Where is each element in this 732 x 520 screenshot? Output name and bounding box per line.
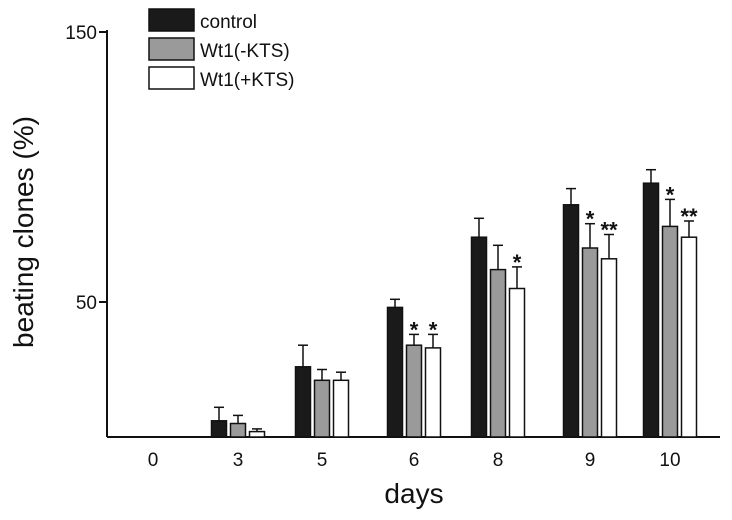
significance-marker: * xyxy=(429,317,438,342)
bar xyxy=(508,287,526,438)
legend-swatch xyxy=(148,8,195,32)
y-axis-label: beating clones (%) xyxy=(8,116,39,348)
bar xyxy=(386,306,404,438)
legend-label: Wt1(-KTS) xyxy=(200,41,290,62)
x-tick-label: 6 xyxy=(409,450,420,471)
axes: 50 150 0 3 5 6 8 9 10 xyxy=(65,23,720,471)
x-tick-label: 8 xyxy=(493,450,504,471)
significance-marker: * xyxy=(410,317,419,342)
significance-marker: * xyxy=(666,182,675,207)
bar xyxy=(642,182,660,438)
x-tick-label: 0 xyxy=(148,450,159,471)
significance-annotations: * *** ***** xyxy=(410,182,698,342)
x-tick-label: 9 xyxy=(585,450,596,471)
x-axis-label: days xyxy=(384,478,443,509)
x-tick-label: 5 xyxy=(317,450,328,471)
bar xyxy=(470,236,488,438)
bar xyxy=(210,420,228,438)
bar xyxy=(581,247,599,438)
y-tick-label: 50 xyxy=(76,293,97,314)
legend-label: Wt1(+KTS) xyxy=(200,70,294,91)
bar xyxy=(600,258,618,438)
bar xyxy=(424,347,442,438)
legend-swatch xyxy=(148,66,195,90)
bar xyxy=(562,204,580,438)
significance-marker: * xyxy=(513,250,522,275)
legend-swatch xyxy=(148,37,195,61)
bar xyxy=(248,430,266,438)
bar xyxy=(680,236,698,438)
significance-marker: ** xyxy=(600,218,618,243)
y-tick-label: 150 xyxy=(65,23,97,44)
error-bars xyxy=(214,168,694,432)
bar xyxy=(661,225,679,438)
significance-marker: * xyxy=(586,207,595,232)
bar xyxy=(405,344,423,438)
legend-label: control xyxy=(200,12,257,33)
bars xyxy=(210,182,698,438)
bar xyxy=(229,422,247,438)
bar xyxy=(489,268,507,438)
x-tick-label: 3 xyxy=(233,450,244,471)
bar xyxy=(332,379,350,438)
significance-marker: ** xyxy=(680,204,698,229)
bar xyxy=(294,366,312,438)
x-tick-label: 10 xyxy=(659,450,680,471)
bar xyxy=(313,379,331,438)
legend: control Wt1(-KTS) Wt1(+KTS) xyxy=(148,8,294,91)
